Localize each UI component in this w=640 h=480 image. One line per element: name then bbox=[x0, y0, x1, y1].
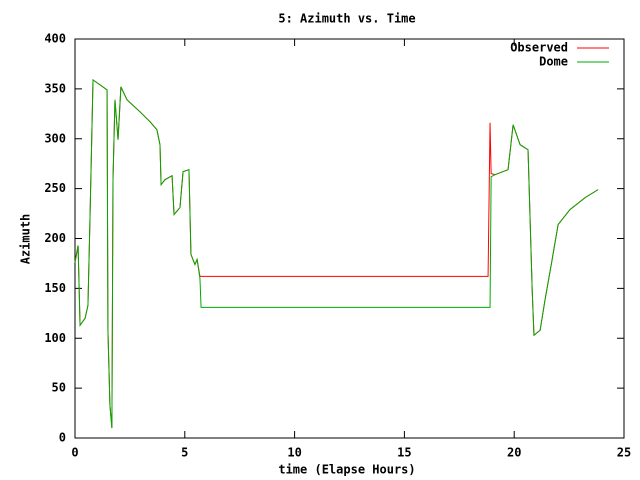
y-tick-label: 200 bbox=[44, 231, 66, 245]
y-tick-label: 400 bbox=[44, 32, 66, 46]
x-tick-label: 10 bbox=[287, 446, 301, 460]
data-line bbox=[74, 78, 599, 429]
x-tick-label: 25 bbox=[617, 446, 631, 460]
x-tick-label: 20 bbox=[507, 446, 521, 460]
x-tick-label: 15 bbox=[397, 446, 411, 460]
y-tick-label: 50 bbox=[52, 381, 66, 395]
y-tick-label: 150 bbox=[44, 281, 66, 295]
x-tick-label: 0 bbox=[71, 446, 78, 460]
y-tick-label: 300 bbox=[44, 131, 66, 145]
y-tick-label: 350 bbox=[44, 81, 66, 95]
legend-label: Observed bbox=[510, 41, 568, 55]
y-tick-label: 100 bbox=[44, 331, 66, 345]
y-axis-label: Azimuth bbox=[19, 214, 33, 265]
y-tick-label: 250 bbox=[44, 181, 66, 195]
legend-label: Dome bbox=[539, 55, 568, 69]
x-axis-label: time (Elapse Hours) bbox=[278, 463, 415, 477]
x-tick-label: 5 bbox=[181, 446, 188, 460]
chart-title: 5: Azimuth vs. Time bbox=[278, 12, 415, 26]
y-tick-label: 0 bbox=[59, 431, 66, 445]
